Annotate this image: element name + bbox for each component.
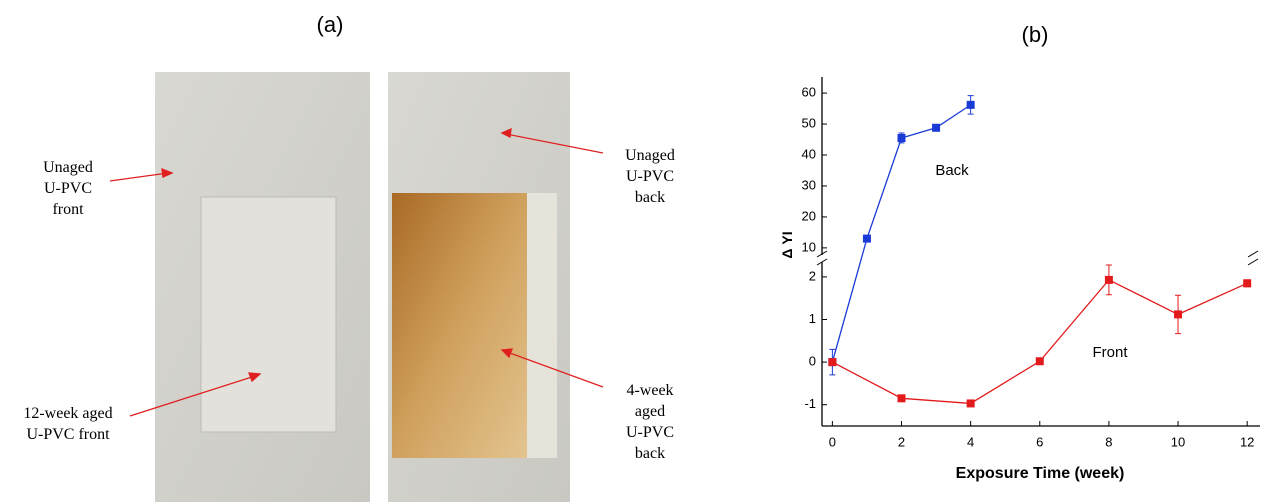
x-tick-label: 6 xyxy=(1036,434,1043,449)
annotation-line: 12-week aged xyxy=(23,405,112,422)
series-line xyxy=(832,279,1248,405)
y-tick-label: 0 xyxy=(809,354,816,369)
axis-break xyxy=(1247,258,1259,266)
annotation-line: U-PVC xyxy=(44,180,92,197)
annotation-line: U-PVC front xyxy=(26,426,110,443)
annotation: Front xyxy=(1092,344,1128,361)
stain xyxy=(392,193,527,458)
annotation-line: front xyxy=(52,201,84,218)
y-tick-label: 40 xyxy=(802,146,816,161)
y-tick-label: 10 xyxy=(802,239,816,254)
panel-label: (a) xyxy=(317,12,344,37)
x-tick-label: 8 xyxy=(1105,434,1112,449)
marker xyxy=(1104,275,1113,284)
annotation-line: 4-week xyxy=(626,382,673,399)
annotation-line: Unaged xyxy=(625,147,675,164)
marker xyxy=(932,123,941,132)
annotation: Back xyxy=(935,162,969,179)
marker xyxy=(862,234,871,243)
marker xyxy=(1035,357,1044,366)
x-tick-label: 10 xyxy=(1171,434,1185,449)
x-tick-label: 4 xyxy=(967,434,974,449)
x-tick-label: 12 xyxy=(1240,434,1254,449)
marker xyxy=(966,399,975,408)
panel-label: (b) xyxy=(1022,22,1049,47)
y-tick-label: 50 xyxy=(802,115,816,130)
annotation-line: U-PVC xyxy=(626,424,674,441)
y-tick-label: 30 xyxy=(802,177,816,192)
marker xyxy=(966,100,975,109)
y-tick-label: 1 xyxy=(809,311,816,326)
y-axis-label: Δ YI xyxy=(779,231,795,258)
y-tick-label: -1 xyxy=(804,396,816,411)
aged-sample xyxy=(200,196,337,433)
y-tick-label: 20 xyxy=(802,208,816,223)
axis-break xyxy=(816,258,828,266)
photo-annotations: Unaged U-PVC front 12-week aged U-PVC front U… xyxy=(23,147,675,462)
marker xyxy=(897,133,906,142)
x-axis-label: Exposure Time (week) xyxy=(956,465,1125,482)
y-tick-label: 60 xyxy=(802,85,816,100)
annotation-line: U-PVC xyxy=(626,168,674,185)
arrows xyxy=(109,127,604,417)
y-tick-label: 2 xyxy=(809,268,816,283)
annotation-line: back xyxy=(635,189,665,206)
x-tick-label: 0 xyxy=(829,434,836,449)
axis-break xyxy=(1247,250,1259,258)
marker xyxy=(897,394,906,403)
annotation-line: back xyxy=(635,445,665,462)
series-line xyxy=(831,104,971,363)
annotation-line: Unaged xyxy=(43,159,93,176)
annotation-line: aged xyxy=(635,403,665,420)
x-tick-label: 2 xyxy=(898,434,905,449)
marker xyxy=(1174,310,1183,319)
marker xyxy=(828,358,837,367)
axis-break xyxy=(816,250,828,258)
marker xyxy=(1243,279,1252,288)
